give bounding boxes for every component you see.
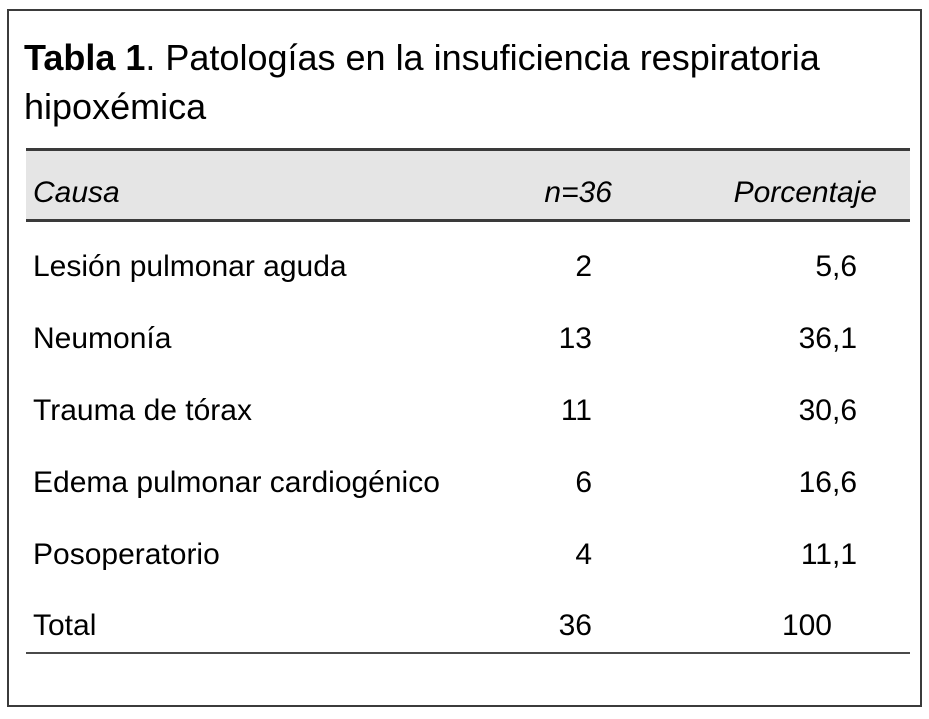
table-title: Tabla 1. Patologías en la insuficiencia …: [24, 33, 856, 131]
column-header-causa: Causa: [26, 148, 449, 222]
table-row: Lesión pulmonar aguda 2 5,6: [26, 221, 910, 293]
cell-n: 13: [558, 321, 592, 355]
cell-n: 36: [449, 580, 612, 654]
figure-frame: Tabla 1. Patologías en la insuficiencia …: [7, 9, 922, 707]
cell-porcentaje-int: 16: [798, 465, 832, 499]
column-header-n: n=36: [449, 148, 612, 222]
column-header-porcentaje: Porcentaje: [612, 148, 910, 222]
cell-causa: Total: [26, 580, 449, 654]
cell-porcentaje-frac: ,6: [832, 465, 858, 499]
cell-porcentaje: 11,1: [612, 509, 910, 581]
cell-porcentaje-frac: [832, 609, 877, 643]
cell-porcentaje-frac: ,6: [832, 250, 858, 284]
cell-n: 11: [560, 393, 592, 427]
cell-porcentaje: 16,6: [612, 437, 910, 509]
cell-porcentaje-int: 36: [798, 321, 832, 355]
cell-porcentaje: 36,1: [612, 293, 910, 365]
table-row: Total 36 100: [26, 580, 910, 654]
cell-porcentaje-int: 30: [798, 393, 832, 427]
cell-porcentaje-frac: ,1: [832, 321, 858, 355]
cell-porcentaje-frac: ,1: [832, 537, 858, 571]
cell-n: 2: [575, 250, 592, 284]
cell-porcentaje-int: 5: [815, 250, 832, 284]
porcentaje-decimal-align: 36,1: [612, 322, 910, 356]
cell-causa: Lesión pulmonar aguda: [33, 250, 347, 284]
cell-porcentaje: 30,6: [612, 365, 910, 437]
table-row: Edema pulmonar cardiogénico 6 16,6: [26, 437, 910, 509]
cell-porcentaje-frac: ,6: [832, 393, 858, 427]
cell-causa: Edema pulmonar cardiogénico: [33, 465, 440, 499]
porcentaje-decimal-align: 16,6: [612, 466, 910, 500]
cell-n: 4: [575, 537, 592, 571]
data-table: Causa n=36 Porcentaje Lesión pulmonar ag…: [26, 148, 910, 654]
table-body: Lesión pulmonar aguda 2 5,6 Neumonía 13 …: [26, 221, 910, 654]
table-title-label: Tabla 1: [24, 37, 146, 78]
cell-porcentaje: 5,6: [612, 221, 910, 293]
cell-causa: Posoperatorio: [33, 537, 220, 571]
cell-porcentaje: 100: [612, 580, 910, 654]
porcentaje-decimal-align: 11,1: [612, 538, 910, 572]
porcentaje-decimal-align: 30,6: [612, 394, 910, 428]
table-row: Posoperatorio 4 11,1: [26, 509, 910, 581]
cell-causa: Neumonía: [33, 321, 172, 355]
cell-causa: Trauma de tórax: [33, 393, 252, 427]
cell-porcentaje-int: 100: [781, 609, 832, 642]
cell-n: 6: [575, 465, 592, 499]
table-row: Trauma de tórax 11 30,6: [26, 365, 910, 437]
header-row: Causa n=36 Porcentaje: [26, 148, 910, 222]
porcentaje-decimal-align: 5,6: [612, 250, 910, 284]
porcentaje-decimal-align: 100: [612, 609, 910, 643]
table-title-text: . Patologías en la insuficiencia respira…: [24, 37, 820, 127]
cell-porcentaje-int: 11: [800, 537, 832, 571]
table-row: Neumonía 13 36,1: [26, 293, 910, 365]
